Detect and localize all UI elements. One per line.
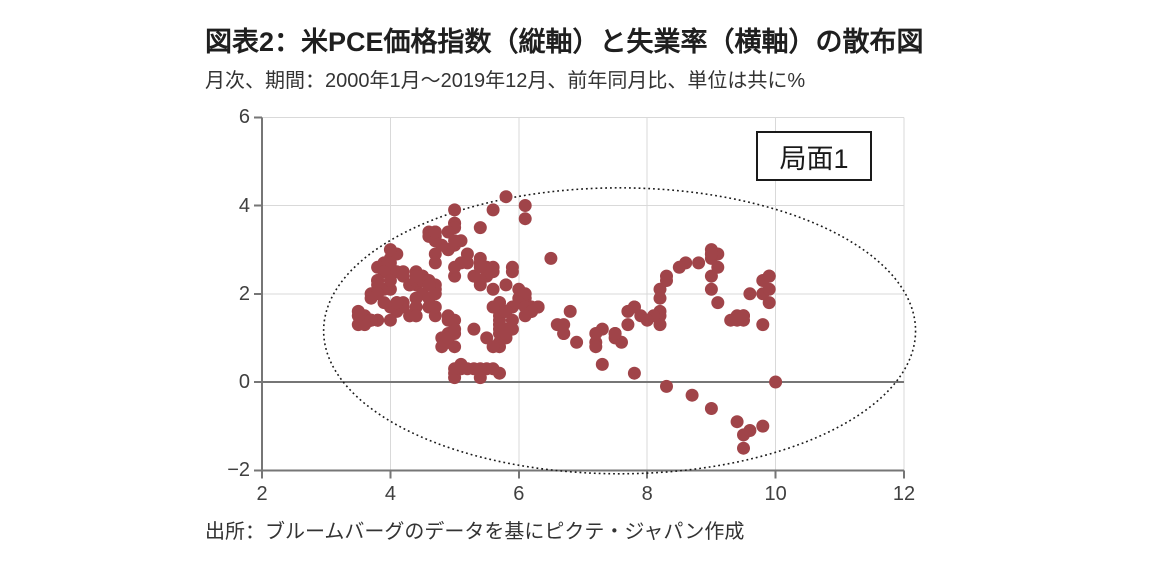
data-point <box>448 260 462 274</box>
data-point <box>473 221 487 235</box>
y-axis-tick-label: 4 <box>238 194 250 217</box>
data-point <box>737 441 750 455</box>
data-point <box>653 291 667 305</box>
x-axis-tick-label: 6 <box>513 483 525 506</box>
data-point <box>518 309 532 323</box>
data-point <box>518 212 532 226</box>
data-point <box>563 304 577 318</box>
data-point <box>704 402 718 415</box>
phase-annotation-box: 局面1 <box>756 131 872 181</box>
data-point <box>704 247 718 261</box>
y-axis-tick-label: 0 <box>238 371 250 393</box>
data-point <box>486 362 500 376</box>
data-point <box>351 304 365 318</box>
data-point <box>762 269 776 283</box>
data-point <box>371 278 385 292</box>
data-point <box>499 190 513 204</box>
data-point <box>448 203 462 217</box>
x-axis-tick-label: 12 <box>892 483 916 506</box>
data-point <box>486 282 500 296</box>
x-axis-tick-label: 8 <box>641 483 653 506</box>
data-point <box>505 260 519 274</box>
figure-title: 図表2：米PCE価格指数（縦軸）と失業率（横軸）の散布図 <box>205 27 924 57</box>
data-point <box>653 282 667 296</box>
data-point <box>570 335 584 349</box>
cluster-ellipse <box>322 187 917 475</box>
data-point <box>383 313 397 327</box>
x-axis-tick-label: 4 <box>384 483 396 506</box>
data-point <box>383 274 397 287</box>
data-point <box>621 318 635 332</box>
data-point <box>473 260 487 274</box>
data-point <box>409 269 423 283</box>
data-point <box>499 327 513 340</box>
data-point <box>769 375 783 389</box>
data-point <box>428 256 442 270</box>
data-point <box>428 300 442 314</box>
data-point <box>441 313 455 327</box>
data-point <box>409 309 423 323</box>
figure-subtitle: 月次、期間：2000年1月～2019年12月、前年同月比、単位は共に% <box>205 70 806 92</box>
data-point <box>743 287 757 301</box>
y-axis-tick-label: 6 <box>238 106 250 129</box>
data-point <box>660 379 673 393</box>
data-point <box>724 313 738 327</box>
data-point <box>383 243 397 257</box>
data-point <box>756 419 770 433</box>
data-point <box>518 199 532 212</box>
data-point <box>762 282 776 296</box>
data-point <box>692 256 706 270</box>
data-point <box>428 247 442 261</box>
data-point <box>557 327 571 340</box>
data-point <box>640 313 654 327</box>
data-point <box>608 327 622 340</box>
data-point <box>672 260 686 274</box>
y-axis-tick-label: 2 <box>238 282 250 305</box>
data-point <box>448 234 462 248</box>
data-point <box>390 296 404 310</box>
data-point <box>730 415 744 429</box>
data-point <box>422 278 436 292</box>
data-point <box>756 318 770 332</box>
data-point <box>711 296 725 310</box>
data-point <box>589 340 603 354</box>
data-point <box>544 251 558 265</box>
data-point <box>467 322 481 336</box>
data-point <box>486 203 500 217</box>
x-axis-tick-label: 2 <box>256 483 268 506</box>
data-point <box>377 296 391 310</box>
data-point <box>428 225 442 239</box>
data-point <box>448 362 462 376</box>
data-point <box>704 282 718 296</box>
data-point <box>627 366 641 380</box>
data-point <box>364 291 378 305</box>
data-point <box>486 300 500 314</box>
x-axis-tick-label: 10 <box>764 483 787 506</box>
data-point <box>595 357 609 371</box>
data-point <box>621 304 635 318</box>
phase-annotation-label: 局面1 <box>779 143 849 174</box>
y-axis-tick-label: −2 <box>227 459 250 482</box>
data-point <box>499 278 513 292</box>
data-point <box>486 340 500 354</box>
data-point <box>493 318 506 332</box>
data-point <box>505 313 519 327</box>
data-point <box>743 424 757 437</box>
source-note: 出所：ブルームバーグのデータを基にピクテ・ジャパン作成 <box>205 521 745 543</box>
data-point <box>557 318 571 332</box>
data-point <box>685 388 699 402</box>
